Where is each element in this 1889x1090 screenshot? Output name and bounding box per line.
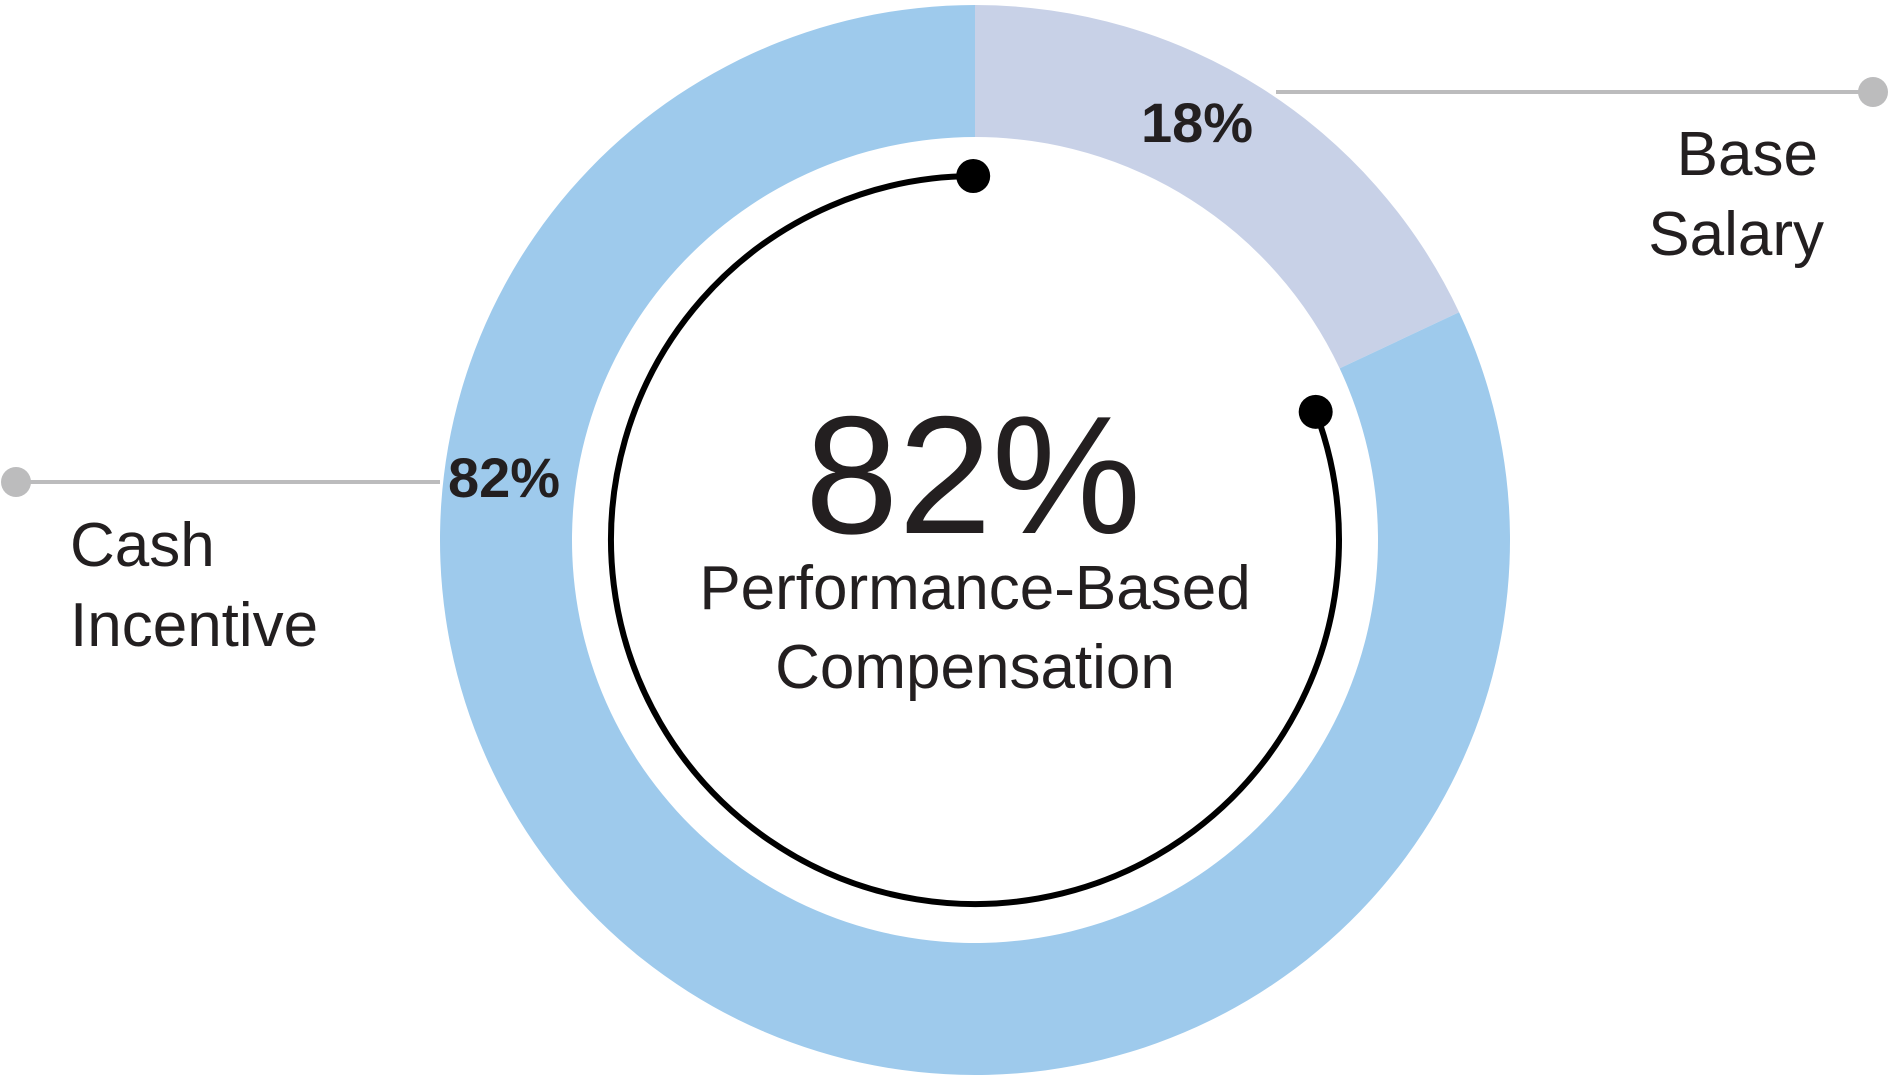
donut-slices [440,5,1510,1075]
performance-arc-end-dot [956,159,991,194]
slice-base-salary [975,5,1460,369]
center-value: 82% [805,381,1141,569]
slice-label-base-salary: 18% [1141,91,1253,154]
legend-cash-incentive-line1: Cash [70,511,215,580]
performance-arc-start-dot [1298,394,1333,429]
leader-lines [1,77,1888,497]
legend-base-salary-line1: Base [1677,120,1818,189]
performance-arc [608,159,1342,907]
legend-cash-incentive-line2: Incentive [70,591,318,660]
center-caption-line1: Performance-Based [699,554,1250,623]
leader-line-base-salary-dot [1858,77,1888,107]
slice-label-cash-incentive: 82% [448,446,560,509]
leader-line-cash-incentive-dot [1,467,31,497]
performance-arc-line [608,173,1342,907]
legend-base-salary-line2: Salary [1648,200,1824,269]
center-caption-line2: Compensation [775,633,1175,702]
